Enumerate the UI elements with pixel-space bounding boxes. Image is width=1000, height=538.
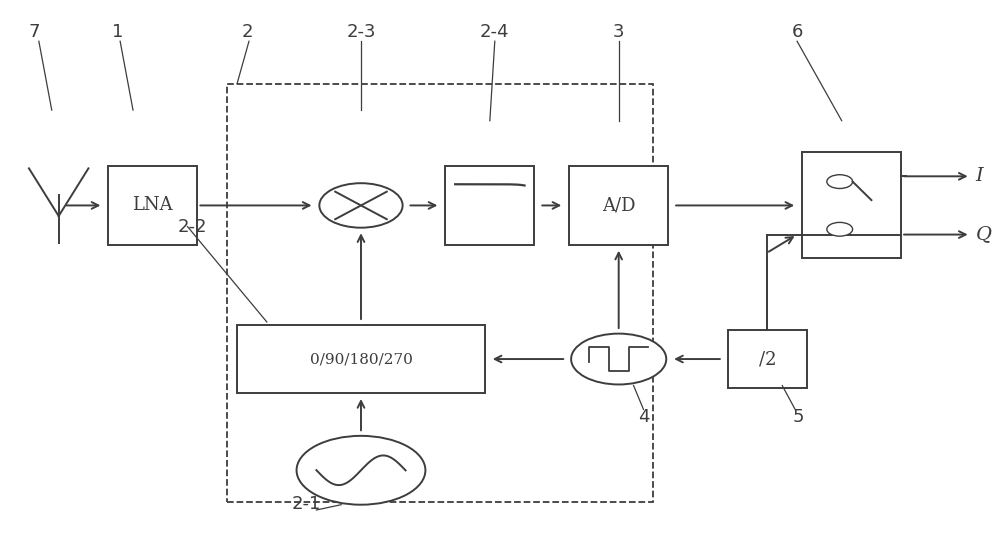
Text: 2-1: 2-1: [292, 494, 321, 513]
Text: LNA: LNA: [133, 196, 173, 215]
Text: A/D: A/D: [602, 196, 635, 215]
Text: 2-2: 2-2: [178, 218, 207, 236]
Text: 1: 1: [112, 23, 124, 41]
Bar: [108, 166, 197, 245]
Text: 2: 2: [241, 23, 253, 41]
Text: 2-3: 2-3: [346, 23, 376, 41]
Text: /2: /2: [759, 350, 776, 368]
Text: 5: 5: [792, 408, 804, 426]
Circle shape: [571, 334, 666, 385]
Circle shape: [827, 175, 853, 188]
Circle shape: [297, 436, 425, 505]
Text: I: I: [976, 167, 983, 185]
Circle shape: [827, 222, 853, 236]
Text: 6: 6: [791, 23, 803, 41]
Bar: [728, 330, 807, 388]
Bar: [237, 324, 485, 393]
Bar: [802, 152, 901, 258]
Bar: [227, 83, 653, 502]
Text: 4: 4: [639, 408, 650, 426]
Text: 7: 7: [28, 23, 40, 41]
Bar: [569, 166, 668, 245]
Text: 0/90/180/270: 0/90/180/270: [310, 352, 412, 366]
Text: 2-4: 2-4: [480, 23, 510, 41]
Text: Q: Q: [976, 225, 992, 244]
Circle shape: [319, 183, 403, 228]
Text: 3: 3: [613, 23, 624, 41]
Bar: [445, 166, 534, 245]
